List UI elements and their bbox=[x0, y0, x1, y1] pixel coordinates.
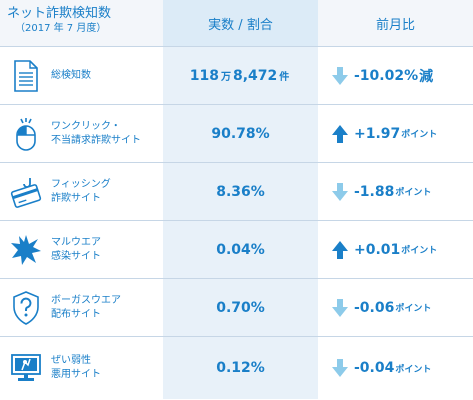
row-label-cell: ぜい弱性 悪用サイト bbox=[0, 337, 163, 399]
arrow-down-icon bbox=[332, 66, 348, 85]
row-label-cell: マルウエア 感染サイト bbox=[0, 221, 163, 278]
table-row: ワンクリック・ 不当請求詐欺サイト 90.78% +1.97 ポイント bbox=[0, 104, 473, 162]
table-row: マルウエア 感染サイト 0.04% +0.01 ポイント bbox=[0, 220, 473, 278]
arrow-up-icon bbox=[332, 124, 348, 143]
table-title: ネット詐欺検知数 bbox=[7, 6, 112, 21]
row-label: ぜい弱性 悪用サイト bbox=[51, 355, 101, 380]
table-row: 総検知数 118 万 8,472 件 -10.02% 減 bbox=[0, 46, 473, 104]
row-label: フィッシング 詐欺サイト bbox=[51, 178, 111, 204]
row-change: -0.04 ポイント bbox=[318, 337, 473, 399]
burst-icon bbox=[9, 230, 43, 270]
vulnerable-monitor-icon bbox=[9, 348, 43, 388]
row-change: -1.88 ポイント bbox=[318, 163, 473, 220]
row-label-cell: 総検知数 bbox=[0, 47, 163, 104]
row-label: マルウエア 感染サイト bbox=[51, 236, 101, 262]
table-header: ネット詐欺検知数 （2017 年 7 月度） 実数 / 割合 前月比 bbox=[0, 0, 473, 46]
row-label: ワンクリック・ 不当請求詐欺サイト bbox=[51, 120, 141, 146]
table-body: 総検知数 118 万 8,472 件 -10.02% 減 bbox=[0, 46, 473, 399]
header-change-column: 前月比 bbox=[318, 0, 473, 46]
row-label: ボーガスウエア 配布サイト bbox=[51, 294, 121, 320]
row-label-cell: ボーガスウエア 配布サイト bbox=[0, 279, 163, 336]
row-change: -0.06 ポイント bbox=[318, 279, 473, 336]
header-value-column: 実数 / 割合 bbox=[163, 0, 318, 46]
row-label-cell: ワンクリック・ 不当請求詐欺サイト bbox=[0, 105, 163, 162]
row-label: 総検知数 bbox=[51, 69, 91, 81]
row-value: 0.12% bbox=[163, 337, 318, 399]
arrow-down-icon bbox=[332, 298, 348, 317]
row-value: 0.04% bbox=[163, 221, 318, 278]
row-change: +0.01 ポイント bbox=[318, 221, 473, 278]
table-period: （2017 年 7 月度） bbox=[15, 23, 107, 34]
row-value: 0.70% bbox=[163, 279, 318, 336]
arrow-down-icon bbox=[332, 359, 348, 377]
header-label-cell: ネット詐欺検知数 （2017 年 7 月度） bbox=[0, 0, 163, 46]
table-row: フィッシング 詐欺サイト 8.36% -1.88 ポイント bbox=[0, 162, 473, 220]
credit-card-hook-icon bbox=[9, 172, 43, 212]
arrow-down-icon bbox=[332, 182, 348, 201]
arrow-up-icon bbox=[332, 240, 348, 259]
row-value: 8.36% bbox=[163, 163, 318, 220]
row-value: 118 万 8,472 件 bbox=[163, 47, 318, 104]
table-row: ぜい弱性 悪用サイト 0.12% -0.04 ポイント bbox=[0, 336, 473, 399]
row-label-cell: フィッシング 詐欺サイト bbox=[0, 163, 163, 220]
row-change: +1.97 ポイント bbox=[318, 105, 473, 162]
row-change: -10.02% 減 bbox=[318, 47, 473, 104]
document-icon bbox=[9, 56, 43, 96]
mouse-click-icon bbox=[9, 114, 43, 154]
row-value: 90.78% bbox=[163, 105, 318, 162]
table-row: ボーガスウエア 配布サイト 0.70% -0.06 ポイント bbox=[0, 278, 473, 336]
question-shield-icon bbox=[9, 288, 43, 328]
